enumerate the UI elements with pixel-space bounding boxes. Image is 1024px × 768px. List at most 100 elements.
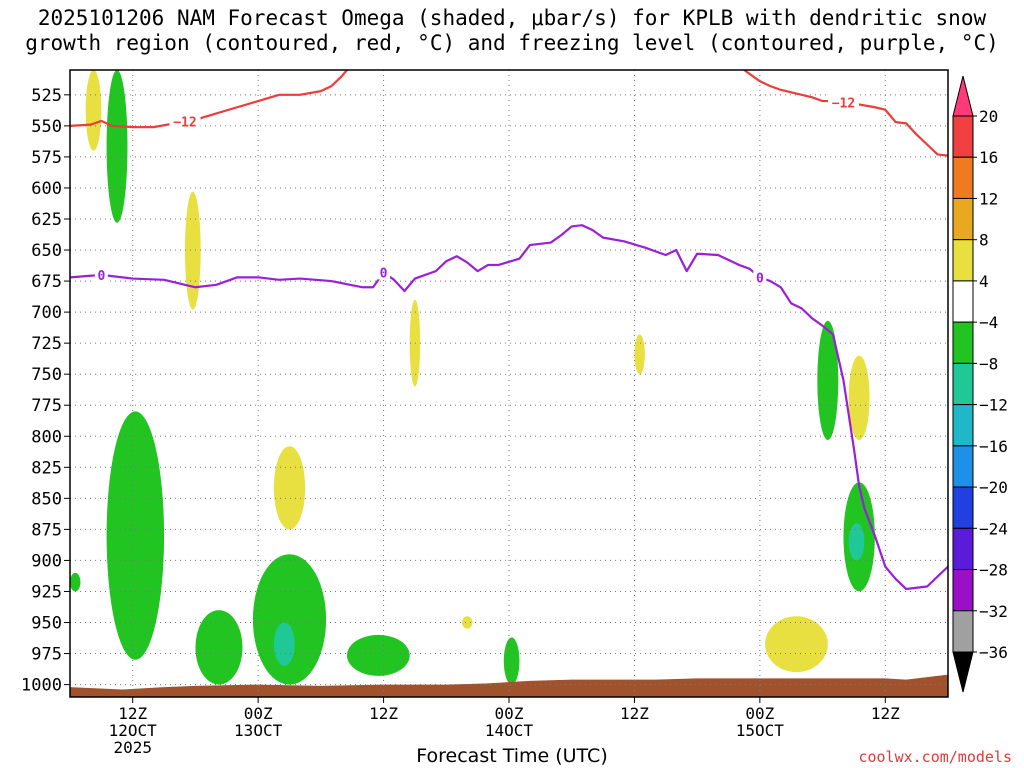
y-tick-label: 875 <box>31 520 62 540</box>
x-tick-label: 12Z <box>620 704 649 723</box>
colorbar-top-arrow <box>952 75 974 117</box>
source-credit: coolwx.com/models <box>858 748 1012 766</box>
y-tick-label: 900 <box>31 551 62 571</box>
x-tick-label: 12OCT <box>109 721 158 740</box>
y-tick-label: 625 <box>31 210 62 230</box>
colorbar-segment <box>952 569 974 612</box>
grid <box>70 70 948 697</box>
colorbar-segment <box>952 486 974 529</box>
omega-region-3 <box>106 411 165 660</box>
colorbar-label: 12 <box>979 189 998 208</box>
y-tick-label: 800 <box>31 427 62 447</box>
omega-region-1 <box>106 70 128 223</box>
colorbar-segment <box>952 610 974 653</box>
omega-region-0 <box>85 70 102 151</box>
colorbar-segment <box>952 197 974 241</box>
colorbar-label: −24 <box>979 519 1008 538</box>
contour-label-bg <box>377 264 391 280</box>
contour-label: −12 <box>832 96 855 111</box>
omega-region-18 <box>848 523 865 561</box>
colorbar-segment <box>952 239 974 282</box>
colorbar-label: 16 <box>979 148 998 167</box>
y-axis: 525 550 575 600 625 650 675 700 725 750 775 800 825 8… <box>21 86 70 696</box>
colorbar-bottom-arrow <box>952 651 974 693</box>
colorbar-segment <box>952 115 974 158</box>
colorbar-segment <box>952 404 974 447</box>
x-tick-label: 12Z <box>871 704 900 723</box>
omega-region-11 <box>461 616 473 629</box>
colorbar-label: −32 <box>979 602 1008 621</box>
y-tick-label: 1000 <box>21 676 62 696</box>
y-tick-label: 975 <box>31 645 62 665</box>
x-axis-label: Forecast Time (UTC) <box>416 745 608 767</box>
colorbar-label: 8 <box>979 231 989 250</box>
omega-region-15 <box>817 320 839 440</box>
y-tick-label: 950 <box>31 614 62 634</box>
contour-1-line <box>70 224 948 591</box>
contour-0-line <box>70 70 348 129</box>
contour-0-line-b <box>743 70 948 157</box>
y-tick-label: 775 <box>31 396 62 416</box>
contour-label: 0 <box>97 269 105 284</box>
colorbar-segment <box>952 321 974 364</box>
title-line-1: 2025101206 NAM Forecast Omega (shaded, μ… <box>37 6 987 30</box>
contours: −12 −12 0 0 0 <box>70 70 948 591</box>
y-tick-label: 750 <box>31 365 62 385</box>
y-tick-label: 550 <box>31 117 62 137</box>
y-tick-label: 600 <box>31 179 62 199</box>
y-tick-label: 850 <box>31 489 62 509</box>
contour-label-bg <box>94 266 108 282</box>
plot-border <box>69 69 949 698</box>
x-tick-label: 2025 <box>113 738 152 757</box>
colorbar-label: −4 <box>979 313 998 332</box>
x-tick-label: 14OCT <box>485 721 534 740</box>
omega-region-12 <box>503 637 520 685</box>
y-tick-label: 650 <box>31 241 62 261</box>
x-tick-label: 00Z <box>495 704 524 723</box>
chart-title: 2025101206 NAM Forecast Omega (shaded, μ… <box>0 6 1024 56</box>
omega-region-13 <box>634 334 645 375</box>
colorbar-label: −12 <box>979 396 1008 415</box>
omega-region-9 <box>346 634 410 676</box>
x-tick-label: 15OCT <box>736 721 785 740</box>
omega-shaded-regions <box>70 70 875 685</box>
colorbar-segment <box>952 280 974 323</box>
colorbar: 20 16 12 8 4 −4 −8 −12 −16 −20 −24 −28 −32 −36 <box>952 75 1008 693</box>
contour-label-bg <box>827 94 859 110</box>
colorbar-label: 20 <box>979 107 998 126</box>
x-tick-label: 13OCT <box>234 721 283 740</box>
x-tick-label: 00Z <box>745 704 774 723</box>
x-tick-label: 12Z <box>369 704 398 723</box>
y-tick-label: 825 <box>31 458 62 478</box>
colorbar-label: −28 <box>979 561 1008 580</box>
omega-region-6 <box>252 554 327 685</box>
omega-region-7 <box>273 622 295 666</box>
colorbar-label: −8 <box>979 354 998 373</box>
title-line-2: growth region (contoured, red, °C) and f… <box>25 31 999 55</box>
y-tick-label: 575 <box>31 148 62 168</box>
colorbar-segment <box>952 362 974 406</box>
colorbar-segment <box>952 445 974 488</box>
y-tick-label: 525 <box>31 86 62 106</box>
omega-region-14 <box>765 616 828 673</box>
contour-label: 0 <box>756 271 764 286</box>
y-tick-label: 700 <box>31 303 62 323</box>
y-tick-label: 675 <box>31 272 62 292</box>
contour-label-bg <box>753 269 767 285</box>
colorbar-label: −20 <box>979 478 1008 497</box>
omega-region-2 <box>184 191 201 310</box>
omega-region-8 <box>273 446 306 530</box>
colorbar-label: −16 <box>979 437 1008 456</box>
colorbar-segment <box>952 527 974 571</box>
colorbar-label: −36 <box>979 643 1008 662</box>
omega-region-4 <box>70 572 81 592</box>
omega-region-10 <box>409 299 421 387</box>
omega-region-5 <box>195 610 243 685</box>
x-tick-label: 00Z <box>244 704 273 723</box>
y-tick-label: 725 <box>31 334 62 354</box>
omega-region-16 <box>848 355 870 440</box>
y-tick-label: 925 <box>31 582 62 602</box>
contour-label: −12 <box>173 116 196 131</box>
